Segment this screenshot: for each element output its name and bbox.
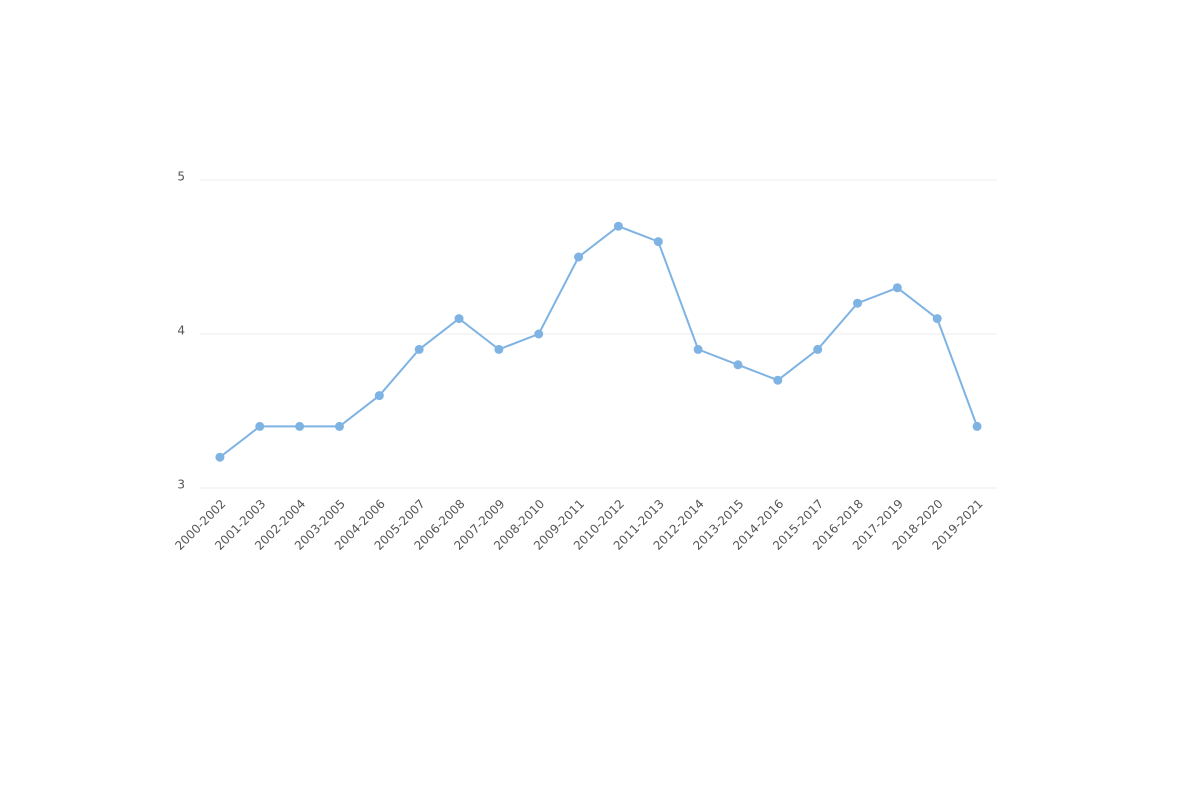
- data-point: [892, 283, 902, 293]
- data-line: [219, 225, 979, 458]
- data-point: [653, 237, 663, 247]
- data-point: [853, 298, 863, 308]
- data-point: [295, 421, 305, 431]
- data-point: [414, 344, 424, 354]
- data-point: [574, 252, 584, 262]
- data-point: [334, 421, 344, 431]
- data-point: [534, 329, 544, 339]
- data-point: [494, 344, 504, 354]
- data-point: [733, 360, 743, 370]
- y-tick-label: 4: [177, 324, 185, 338]
- data-point: [693, 344, 703, 354]
- data-point: [255, 421, 265, 431]
- data-point: [773, 375, 783, 385]
- data-point: [813, 344, 823, 354]
- data-point: [454, 314, 464, 324]
- data-point: [932, 314, 942, 324]
- data-point: [613, 221, 623, 231]
- y-tick-label: 5: [177, 170, 185, 184]
- data-point: [972, 421, 982, 431]
- data-point: [374, 391, 384, 401]
- data-point: [215, 452, 225, 462]
- y-tick-label: 3: [177, 478, 185, 492]
